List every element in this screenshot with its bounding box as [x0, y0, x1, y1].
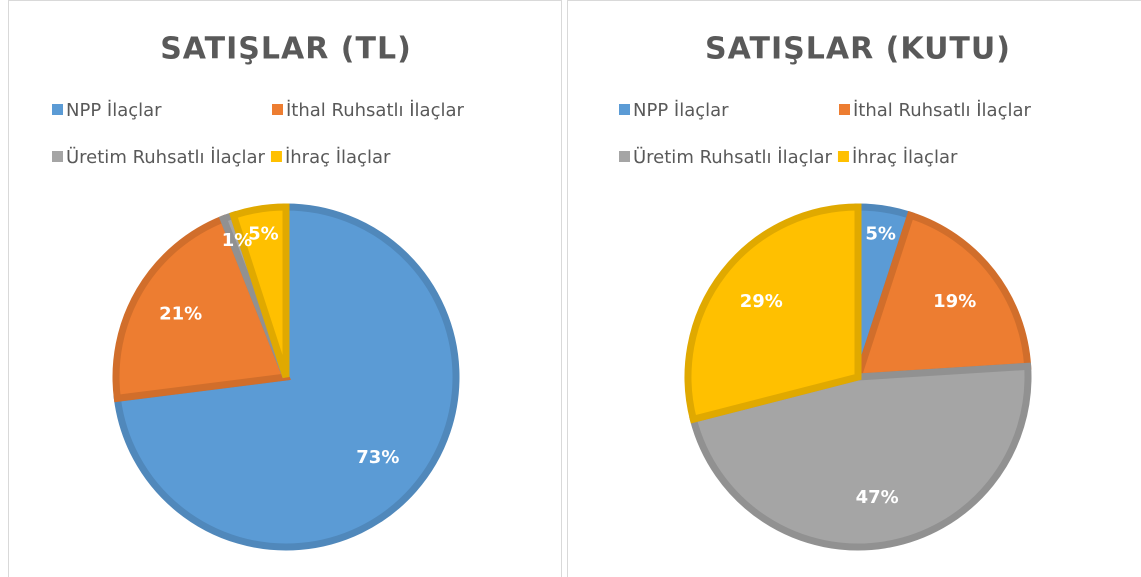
legend-label: İhraç İlaçlar: [285, 147, 391, 168]
data-label: 5%: [865, 223, 896, 244]
pie-slice: [229, 203, 290, 379]
data-label: 29%: [740, 291, 783, 312]
legend-label: NPP İlaçlar: [66, 100, 162, 121]
legend-swatch: [619, 151, 630, 162]
legend-swatch: [52, 151, 63, 162]
data-label: 21%: [159, 304, 202, 325]
pie-slice: [112, 214, 291, 403]
data-label: 47%: [856, 487, 899, 508]
pie-slice: [684, 203, 862, 424]
legend-label: İthal Ruhsatlı İlaçlar: [286, 100, 464, 121]
legend-swatch: [837, 151, 849, 162]
legend-label: İthal Ruhsatlı İlaçlar: [853, 100, 1031, 121]
legend-swatch: [839, 104, 850, 115]
legend-label: Üretim Ruhsatlı İlaçlar: [66, 146, 266, 168]
pie-slice: [853, 210, 1032, 381]
legend-swatch: [270, 151, 282, 162]
legend-label: NPP İlaçlar: [633, 100, 729, 121]
legend-label: Üretim Ruhsatlı İlaçlar: [633, 146, 833, 168]
data-label: 1%: [222, 230, 253, 251]
legend-swatch: [52, 104, 63, 115]
pie-slice: [689, 362, 1032, 551]
legend-swatch: [272, 104, 283, 115]
data-label: 19%: [933, 291, 976, 312]
chart-title: SATIŞLAR (TL): [160, 32, 412, 67]
data-label: 5%: [248, 223, 279, 244]
legend-swatch: [619, 104, 630, 115]
chart-title: SATIŞLAR (KUTU): [705, 32, 1011, 67]
data-label: 73%: [356, 447, 399, 468]
legend-label: İhraç İlaçlar: [852, 147, 958, 168]
